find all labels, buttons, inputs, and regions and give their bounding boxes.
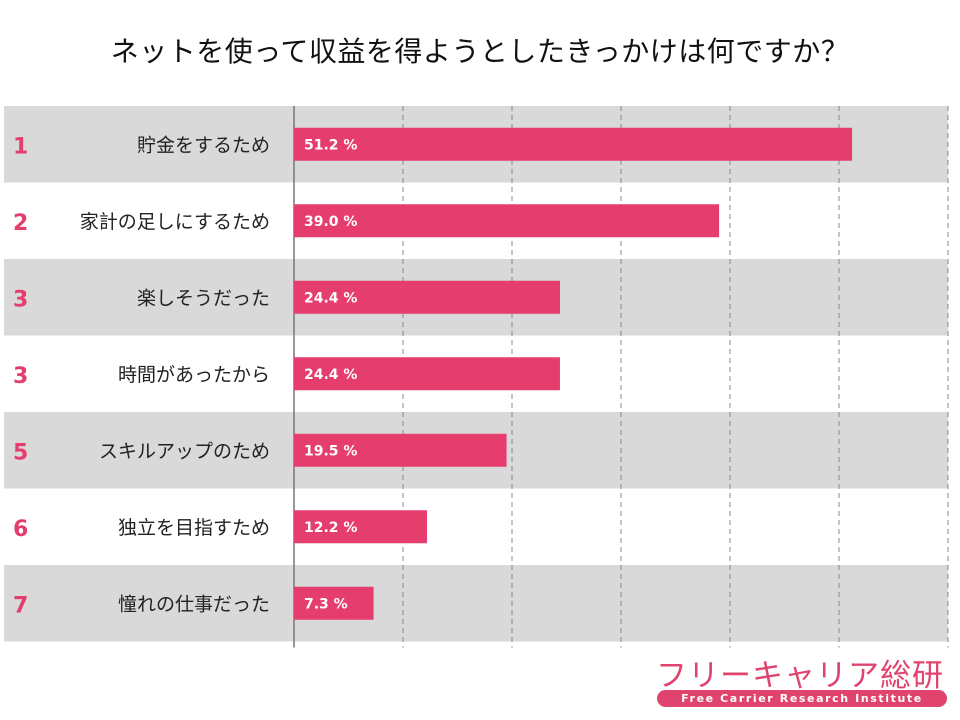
bar (294, 204, 720, 238)
logo-subtitle: Free Carrier Research Institute (657, 690, 947, 707)
row-stripe (4, 565, 948, 642)
rank-label: 1 (13, 134, 28, 159)
bar-value-label: 51.2 % (304, 137, 357, 153)
bar (294, 586, 374, 620)
rank-label: 7 (13, 593, 28, 618)
category-label: 独立を目指すため (118, 517, 270, 539)
category-label: 家計の足しにするため (80, 211, 270, 233)
bar (294, 127, 853, 161)
category-label: 時間があったから (118, 364, 270, 386)
category-label: 楽しそうだった (137, 287, 270, 309)
bar-chart: 1 貯金をするため 51.2 % 2 家計の足しにするため 39.0 % 3 楽しそうだった 2… (4, 106, 949, 648)
bar-value-label: 24.4 % (304, 290, 357, 306)
bar (294, 510, 427, 544)
bar (294, 280, 560, 314)
category-label: 憧れの仕事だった (118, 593, 270, 615)
bar-value-label: 7.3 % (304, 596, 348, 612)
category-label: スキルアップのため (99, 440, 270, 462)
rank-label: 3 (13, 287, 28, 312)
bar-value-label: 12.2 % (304, 520, 357, 536)
bar (294, 357, 560, 391)
bar (294, 433, 507, 467)
logo-name: フリーキャリア総研 (656, 658, 944, 694)
rank-label: 2 (13, 211, 28, 236)
rank-label: 5 (13, 440, 28, 465)
brand-logo: フリーキャリア総研 Free Carrier Research Institut… (640, 650, 950, 710)
category-label: 貯金をするため (137, 134, 270, 156)
rank-label: 3 (13, 364, 28, 389)
bar-value-label: 39.0 % (304, 214, 357, 230)
bar-value-label: 24.4 % (304, 367, 357, 383)
bar-value-label: 19.5 % (304, 443, 357, 459)
rank-label: 6 (13, 517, 28, 542)
chart-title: ネットを使って収益を得ようとしたきっかけは何ですか？ (110, 35, 850, 68)
